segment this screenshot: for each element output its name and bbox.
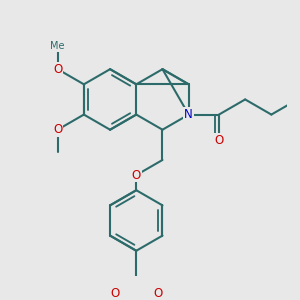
Text: O: O [110, 287, 119, 300]
Text: O: O [214, 134, 224, 147]
Text: N: N [184, 108, 193, 121]
Text: O: O [153, 287, 162, 300]
Text: O: O [53, 63, 62, 76]
Text: Me: Me [50, 41, 65, 52]
Text: O: O [53, 123, 62, 136]
Text: O: O [132, 169, 141, 182]
